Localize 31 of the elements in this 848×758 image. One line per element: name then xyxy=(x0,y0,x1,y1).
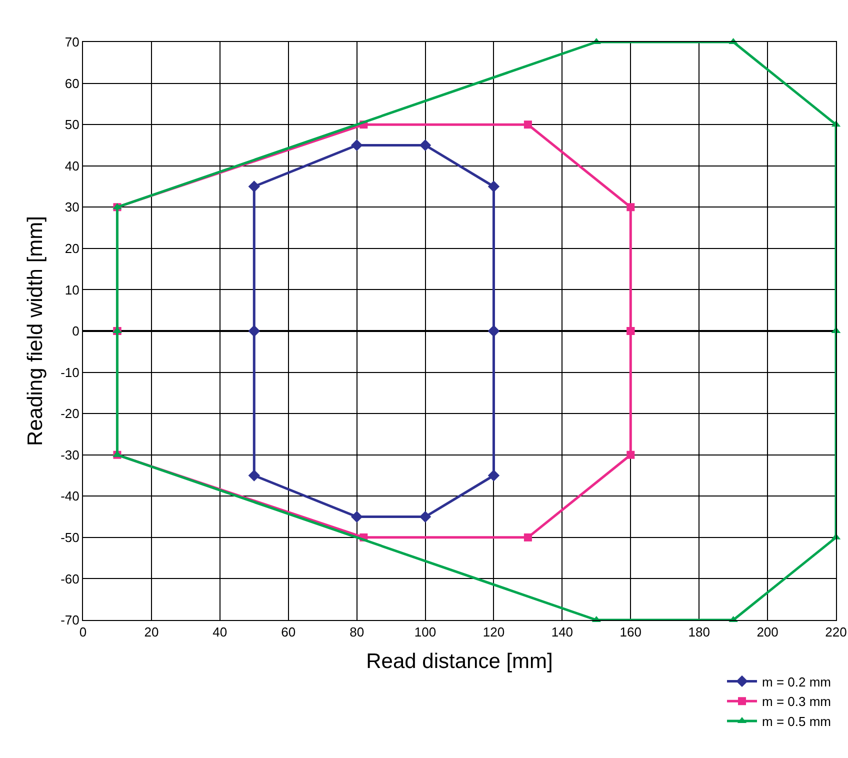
x-tick-label: 20 xyxy=(144,624,159,640)
y-tick-label: 40 xyxy=(64,158,80,174)
x-tick-label: 80 xyxy=(350,624,364,640)
x-tick-label: 100 xyxy=(414,624,436,640)
y-tick-label: 70 xyxy=(64,34,80,50)
x-tick-label: 60 xyxy=(281,624,296,640)
y-axis-title: Reading field width [mm] xyxy=(24,216,47,446)
y-tick-label: -50 xyxy=(60,530,80,545)
x-tick-label: 180 xyxy=(688,624,710,640)
y-tick-label: -20 xyxy=(60,406,80,422)
x-axis-title: Read distance [mm] xyxy=(366,650,553,673)
x-tick-label: 160 xyxy=(620,624,642,640)
legend-label: m = 0.5 mm xyxy=(762,714,831,730)
y-tick-label: 30 xyxy=(64,200,80,215)
x-tick-label: 200 xyxy=(756,624,778,640)
legend-label: m = 0.3 mm xyxy=(762,694,831,710)
y-tick-label: -10 xyxy=(60,364,80,380)
y-tick-label: 50 xyxy=(64,117,80,132)
y-tick-label: 20 xyxy=(64,240,80,256)
legend-label: m = 0.2 mm xyxy=(762,674,831,690)
y-tick-label: -60 xyxy=(60,571,80,586)
x-tick-label: 140 xyxy=(551,624,574,640)
y-tick-label: 10 xyxy=(64,282,80,298)
y-tick-label: -30 xyxy=(60,447,80,462)
x-tick-label: 220 xyxy=(825,624,847,640)
y-tick-label: -40 xyxy=(60,488,80,504)
y-tick-label: 60 xyxy=(64,76,80,91)
y-tick-label: -70 xyxy=(60,612,80,628)
x-tick-label: 40 xyxy=(212,624,228,640)
y-tick-label: 0 xyxy=(72,324,80,339)
x-tick-label: 120 xyxy=(482,624,505,640)
